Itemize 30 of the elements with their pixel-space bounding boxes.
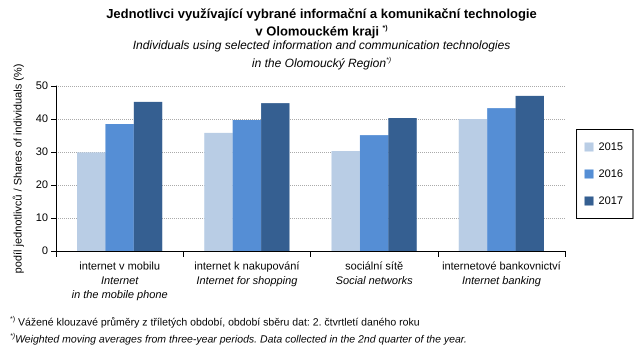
legend-label: 2015	[598, 141, 624, 153]
y-tick-label: 20	[36, 179, 48, 191]
y-tick-label: 50	[36, 80, 48, 92]
y-tick-label: 0	[42, 245, 48, 257]
y-tick-label: 10	[36, 212, 48, 224]
legend-label: 2017	[598, 195, 624, 207]
x-tick-label: internet k nakupování Internet for shopping	[194, 260, 300, 287]
text: $^{*)}$Weighted moving averages from three-year periods. Data collected in the 2nd quarter of the year.	[10, 332, 467, 346]
bar	[388, 118, 417, 251]
chart-title: Jednotlivci využívající vybrané informační a komunikační technologie v Olomouckém kraji $^{*)}$	[105, 6, 538, 38]
bar	[261, 103, 290, 251]
x-tick-label: internet v mobilu Internet in the mobile phone	[72, 260, 168, 301]
text: $^{*)}$ Vážené klouzavé průměry z tříletých období, období sběru dat: 2. čtvrtletí daného roku	[10, 314, 421, 330]
bar	[516, 96, 544, 251]
bar	[458, 119, 488, 251]
y-tick-label: 30	[36, 146, 48, 158]
bar	[232, 120, 262, 251]
x-tick-label: sociální sítě Social networks	[336, 260, 414, 287]
bar	[204, 132, 233, 251]
y-tick-label: 40	[36, 113, 48, 125]
y-axis-title: podíl jednotlivců / Shares of individuals (%)	[12, 64, 24, 274]
bar	[76, 152, 106, 251]
bar	[487, 108, 516, 251]
bar	[360, 135, 388, 251]
x-tick-label: internetové bankovnictví Internet banking	[442, 260, 562, 287]
bar	[105, 124, 134, 251]
bar	[331, 151, 360, 251]
chart-subtitle: Individuals using selected information and communication technologies in the Olomoucký Region$^{*)}$	[132, 38, 510, 70]
legend-label: 2016	[598, 168, 624, 180]
bar	[134, 102, 162, 251]
